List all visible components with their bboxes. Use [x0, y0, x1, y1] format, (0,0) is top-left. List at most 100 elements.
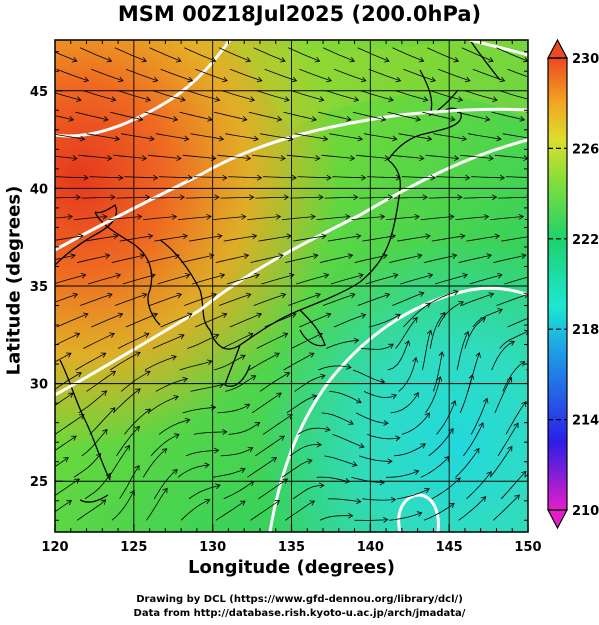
streamline-arrowhead — [534, 313, 539, 318]
streamline — [318, 111, 351, 121]
streamline-arrowhead — [412, 316, 418, 323]
streamline — [322, 293, 356, 306]
streamline-arrowhead — [507, 445, 513, 452]
streamline — [75, 111, 109, 121]
streamline — [256, 333, 288, 349]
streamline — [507, 68, 528, 78]
streamline — [397, 488, 430, 500]
streamline-arrowhead — [254, 422, 261, 428]
streamline — [55, 176, 89, 179]
streamline-arrowhead — [382, 253, 388, 259]
streamline — [356, 154, 390, 159]
streamline-arrowhead — [358, 442, 365, 449]
streamline-arrowhead — [450, 400, 457, 406]
streamline-arrowhead — [384, 155, 390, 162]
streamline-arrowhead — [179, 96, 186, 102]
streamline-arrowhead — [101, 390, 108, 396]
streamline-arrowhead — [152, 174, 159, 181]
streamline-arrowhead — [345, 116, 352, 122]
streamline — [460, 154, 494, 159]
y-tick-label: 35 — [30, 280, 48, 295]
streamline — [458, 254, 492, 263]
streamline-arrowhead — [383, 516, 389, 523]
streamline — [397, 235, 431, 242]
streamline-arrowhead — [67, 213, 73, 220]
x-tick-label: 130 — [199, 540, 226, 555]
streamline-arrowhead — [245, 56, 252, 63]
colorbar-tick-label: 210 — [572, 504, 599, 519]
streamline-arrowhead — [118, 76, 124, 83]
streamline — [502, 361, 525, 392]
streamline — [457, 111, 490, 121]
streamline-arrowhead — [418, 56, 425, 63]
streamline — [177, 464, 210, 478]
streamline-arrowhead — [488, 56, 494, 63]
streamline — [355, 412, 389, 424]
streamline-arrowhead — [249, 194, 255, 201]
streamline-arrowhead — [291, 312, 297, 319]
streamline-arrowhead — [464, 76, 471, 83]
streamline — [326, 339, 359, 349]
streamline-arrowhead — [106, 56, 113, 63]
streamline — [77, 254, 110, 263]
streamline — [86, 133, 120, 140]
streamline-arrowhead — [144, 370, 151, 376]
streamline — [111, 490, 135, 521]
streamline-arrowhead — [106, 155, 113, 162]
streamline-arrowhead — [178, 334, 185, 340]
streamline-arrowhead — [243, 253, 250, 259]
streamline — [390, 392, 419, 414]
streamline — [466, 471, 492, 500]
streamline-arrowhead — [279, 56, 286, 63]
streamline-arrowhead — [110, 370, 117, 376]
streamline-arrowhead — [474, 447, 480, 454]
streamline — [436, 176, 470, 179]
streamline-arrowhead — [135, 351, 141, 357]
streamline — [319, 515, 353, 521]
streamline-arrowhead — [291, 174, 297, 181]
streamline — [192, 274, 225, 285]
streamline — [55, 274, 86, 284]
streamline-arrowhead — [174, 253, 180, 259]
streamline — [283, 352, 314, 371]
streamline — [395, 90, 428, 101]
streamline-arrowhead — [529, 234, 534, 239]
streamline-arrowhead — [419, 155, 425, 162]
streamline — [500, 471, 527, 500]
streamline — [214, 354, 246, 371]
streamline — [154, 235, 188, 242]
streamline — [78, 154, 112, 159]
streamline-arrowhead — [532, 273, 537, 278]
streamline-arrowhead — [253, 135, 259, 142]
streamline — [327, 235, 361, 242]
streamline-arrowhead — [103, 116, 109, 122]
streamline — [494, 154, 528, 159]
streamline — [229, 68, 262, 82]
streamline-arrowhead — [388, 343, 394, 349]
streamline-arrowhead — [358, 272, 364, 279]
streamline — [281, 459, 313, 478]
streamline — [73, 216, 107, 220]
streamline — [152, 334, 185, 349]
streamline-arrowhead — [453, 289, 459, 296]
streamline-arrowhead — [569, 313, 574, 318]
streamline-arrowhead — [113, 233, 119, 240]
streamline — [387, 340, 410, 371]
streamline-arrowhead — [105, 472, 111, 479]
streamline — [55, 51, 77, 62]
streamline-arrowhead — [322, 135, 329, 142]
streamline-arrowhead — [114, 135, 121, 142]
streamline — [392, 292, 424, 306]
streamline-arrowhead — [171, 213, 178, 220]
x-axis-label: Longitude (degrees) — [188, 557, 395, 578]
streamline-arrowhead — [524, 329, 528, 336]
streamline-arrowhead — [413, 469, 420, 476]
streamline-arrowhead — [256, 76, 263, 83]
streamline — [184, 293, 217, 306]
streamline-arrowhead — [488, 292, 495, 298]
streamline — [122, 274, 156, 285]
streamline — [398, 357, 417, 392]
streamline — [469, 274, 503, 285]
streamline — [330, 274, 364, 285]
streamline — [324, 455, 357, 466]
